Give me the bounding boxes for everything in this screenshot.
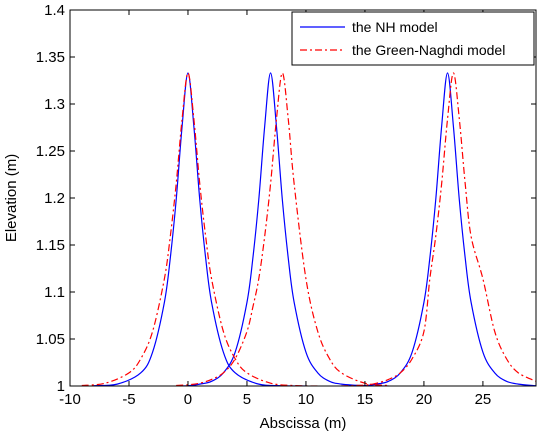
x-axis: -10 -5 0 5 10 15 20 25 (59, 10, 491, 408)
x-tick-label: 25 (475, 391, 492, 408)
y-axis: 1 1.05 1.1 1.15 1.2 1.25 1.3 1.35 1.4 (36, 2, 536, 395)
legend-label-gn: the Green-Naghdi model (352, 42, 505, 58)
legend-box (291, 11, 535, 66)
green-naghdi-model-line-1 (81, 72, 318, 386)
y-axis-label: Elevation (m) (3, 154, 20, 242)
nh-model-line-3 (341, 72, 536, 386)
x-tick-label: -10 (59, 391, 81, 408)
plot-lines (81, 72, 536, 386)
x-tick-label: 20 (416, 391, 433, 408)
legend-label-nh: the NH model (352, 19, 438, 35)
legend: the NH model the Green-Naghdi model (291, 11, 535, 66)
green-naghdi-model-line-2 (176, 72, 389, 386)
y-tick-label: 1.25 (36, 143, 65, 160)
y-tick-label: 1 (57, 378, 65, 395)
y-tick-label: 1.4 (44, 2, 65, 19)
y-tick-label: 1.15 (36, 237, 65, 254)
x-tick-label: 10 (298, 391, 315, 408)
green-naghdi-model-line-3 (341, 72, 536, 386)
x-axis-label: Abscissa (m) (260, 415, 347, 432)
x-tick-label: -5 (122, 391, 135, 408)
x-tick-label: 5 (243, 391, 251, 408)
nh-model-line-2 (176, 72, 389, 386)
y-tick-label: 1.1 (44, 284, 65, 301)
x-tick-label: 0 (184, 391, 192, 408)
y-tick-label: 1.3 (44, 96, 65, 113)
y-tick-label: 1.2 (44, 190, 65, 207)
y-tick-label: 1.05 (36, 331, 65, 348)
x-tick-label: 15 (357, 391, 374, 408)
y-tick-label: 1.35 (36, 49, 65, 66)
